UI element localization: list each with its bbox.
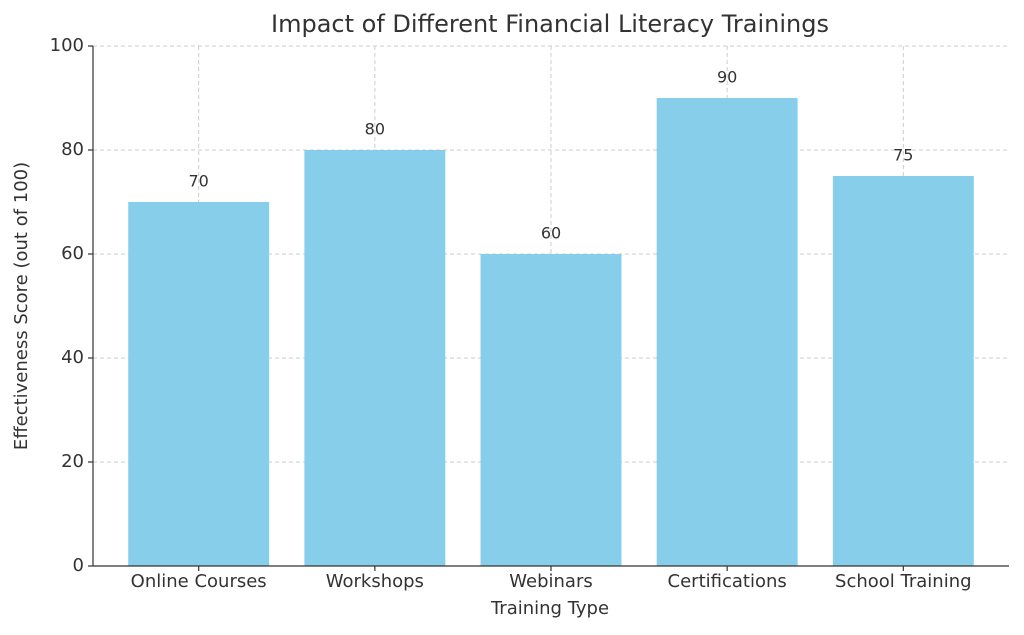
y-tick-label: 40 — [61, 347, 84, 368]
x-axis-label: Training Type — [490, 598, 609, 619]
chart-title: Impact of Different Financial Literacy T… — [271, 10, 829, 38]
value-label: 90 — [717, 68, 737, 87]
bar — [128, 202, 270, 566]
y-tick-label: 100 — [50, 35, 84, 56]
value-label: 70 — [189, 172, 209, 191]
x-tick-label: School Training — [835, 571, 972, 592]
y-tick-label: 80 — [61, 139, 84, 160]
bar — [832, 176, 974, 566]
y-axis-label: Effectiveness Score (out of 100) — [11, 162, 32, 450]
x-tick-label: Workshops — [326, 571, 424, 592]
bar — [304, 150, 446, 566]
bar — [656, 98, 798, 566]
value-label: 60 — [541, 224, 561, 243]
x-tick-label: Webinars — [509, 571, 592, 592]
bar — [480, 254, 622, 566]
value-label: 80 — [365, 120, 385, 139]
y-tick-label: 60 — [61, 243, 84, 264]
x-tick-label: Online Courses — [131, 571, 267, 592]
y-tick-label: 0 — [73, 555, 84, 576]
y-tick-label: 20 — [61, 451, 84, 472]
value-label: 75 — [893, 146, 913, 165]
x-tick-label: Certifications — [668, 571, 787, 592]
